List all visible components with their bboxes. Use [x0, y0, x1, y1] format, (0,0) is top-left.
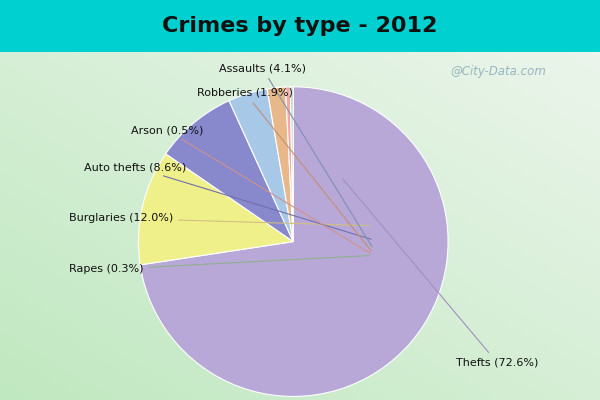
Text: Arson (0.5%): Arson (0.5%) — [131, 125, 370, 253]
Wedge shape — [166, 101, 293, 242]
Text: Robberies (1.9%): Robberies (1.9%) — [197, 88, 371, 251]
Wedge shape — [139, 154, 293, 265]
Wedge shape — [267, 87, 293, 242]
Text: Assaults (4.1%): Assaults (4.1%) — [219, 63, 372, 247]
Text: Burglaries (12.0%): Burglaries (12.0%) — [69, 213, 370, 226]
Text: Rapes (0.3%): Rapes (0.3%) — [69, 256, 370, 274]
Text: @City-Data.com: @City-Data.com — [450, 66, 546, 78]
Text: Thefts (72.6%): Thefts (72.6%) — [343, 179, 538, 367]
Text: Crimes by type - 2012: Crimes by type - 2012 — [163, 16, 437, 36]
Text: Auto thefts (8.6%): Auto thefts (8.6%) — [84, 162, 371, 239]
Wedge shape — [290, 87, 293, 242]
Wedge shape — [140, 87, 448, 396]
Wedge shape — [286, 87, 293, 242]
Wedge shape — [229, 89, 293, 242]
